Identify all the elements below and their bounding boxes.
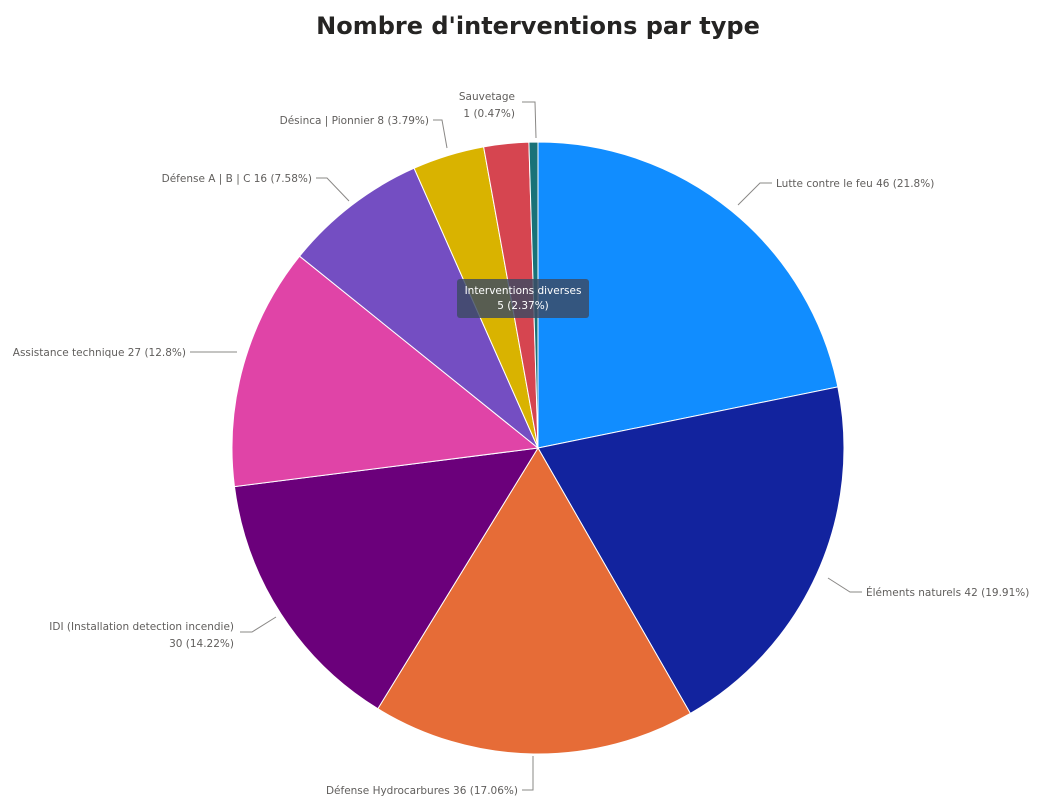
leader-line-elements-naturels [827,577,862,593]
pie-slice-elements-naturels[interactable] [537,386,845,715]
data-label-desinca-pionnier: Désinca | Pionnier 8 (3.79%) [280,115,429,127]
chart-title: Nombre d'interventions par type [316,12,760,40]
leader-line-desinca-pionnier [433,119,448,149]
data-label-defense-hydrocarbures: Défense Hydrocarbures 36 (17.06%) [326,785,518,797]
pie-slice-lutte-contre-le-feu[interactable] [537,141,839,449]
tooltip-line-1: Interventions diverses [465,285,582,297]
pie-slice-assistance-technique[interactable] [231,255,540,488]
leader-line-idi-installation-detection-incendie [240,616,277,633]
pie-slice-idi-installation-detection-incendie[interactable] [233,447,539,710]
data-label-idi-installation-detection-incendie-2: 30 (14.22%) [169,638,234,650]
pie-slice-defense-a-b-c[interactable] [298,167,539,449]
data-label-elements-naturels: Éléments naturels 42 (19.91%) [866,586,1029,599]
tooltip-line-2: 5 (2.37%) [497,300,549,312]
tooltip-box [457,279,589,318]
data-label-assistance-technique: Assistance technique 27 (12.8%) [13,347,186,359]
leader-line-defense-hydrocarbures [522,756,534,791]
data-label-idi-installation-detection-incendie-1: IDI (Installation detection incendie) [49,621,234,633]
leader-line-defense-a-b-c [316,177,350,202]
leader-line-lutte-contre-le-feu [737,182,772,206]
data-label-sauvetage-1: Sauvetage [459,91,515,103]
leader-line-sauvetage [522,101,537,139]
pie-slice-defense-hydrocarbures[interactable] [377,447,692,755]
data-label-sauvetage-2: 1 (0.47%) [463,108,515,120]
data-label-defense-a-b-c: Défense A | B | C 16 (7.58%) [162,173,312,185]
data-label-lutte-contre-le-feu: Lutte contre le feu 46 (21.8%) [776,178,934,190]
